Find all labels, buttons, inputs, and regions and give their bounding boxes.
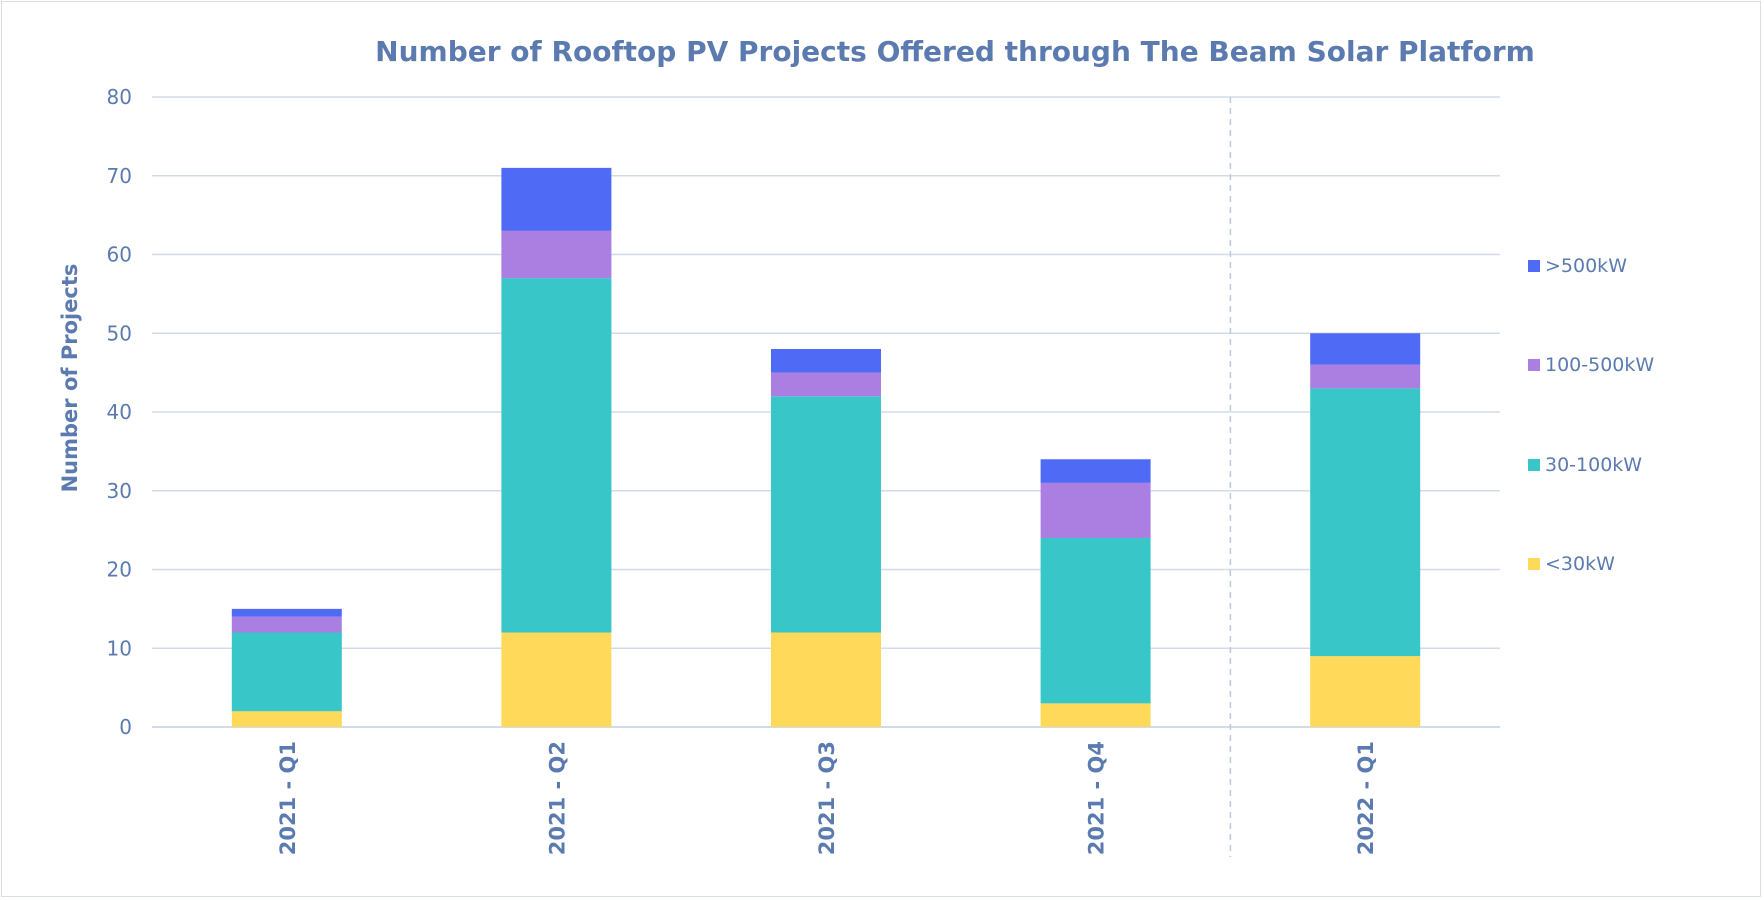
bar-segment-2-2 — [501, 278, 612, 633]
x-tick-label: 2022 - Q1 — [1354, 741, 1378, 855]
legend-label: >500kW — [1545, 255, 1627, 277]
x-axis-ticks: 2021 - Q1 2021 - Q2 2021 - Q3 2021 - Q4 2022… — [276, 741, 1378, 855]
y-tick-label: 80 — [107, 85, 132, 109]
y-tick-label: 40 — [107, 400, 132, 424]
legend-swatch — [1528, 260, 1540, 272]
y-tick-label: 70 — [107, 164, 132, 188]
bar-segment-4-1 — [1040, 703, 1151, 727]
legend-swatch — [1528, 459, 1540, 471]
bar-segment-4-4 — [1040, 459, 1151, 483]
bar-segment-2-4 — [501, 167, 612, 231]
bar-segment-1-3 — [231, 616, 342, 633]
y-tick-label: 50 — [107, 321, 132, 345]
y-tick-label: 20 — [107, 558, 132, 582]
bar-segment-3-4 — [771, 349, 881, 373]
x-tick-label: 2021 - Q4 — [1085, 741, 1109, 855]
bar-segment-5-2 — [1310, 388, 1421, 657]
y-tick-label: 30 — [107, 479, 132, 503]
y-tick-label: 60 — [107, 243, 132, 267]
bar-segment-1-4 — [231, 608, 342, 617]
legend-label: <30kW — [1545, 553, 1615, 575]
bar-segment-1-2 — [231, 632, 342, 712]
bar-segment-2-3 — [501, 230, 612, 279]
bar-segment-2-1 — [501, 632, 612, 727]
bar-segment-5-1 — [1310, 656, 1421, 727]
bar-segment-3-2 — [771, 396, 881, 633]
bar-segment-5-3 — [1310, 364, 1421, 389]
bar-segment-5-4 — [1310, 333, 1421, 365]
bar-segment-3-1 — [771, 632, 881, 727]
bar-segment-4-3 — [1040, 482, 1151, 538]
bar-segment-3-3 — [771, 372, 881, 397]
bar-segment-4-2 — [1040, 538, 1151, 704]
legend-label: 30-100kW — [1545, 454, 1642, 476]
bars — [231, 167, 1421, 727]
bar-segment-1-1 — [231, 711, 342, 727]
x-tick-label: 2021 - Q1 — [276, 741, 300, 855]
y-axis-label: Number of Projects — [58, 264, 82, 493]
y-tick-label: 0 — [119, 715, 132, 739]
legend: >500kW 100-500kW 30-100kW <30kW — [1528, 255, 1654, 575]
x-tick-label: 2021 - Q2 — [545, 741, 569, 855]
x-tick-label: 2021 - Q3 — [815, 741, 839, 855]
chart-title: Number of Rooftop PV Projects Offered th… — [375, 35, 1535, 68]
legend-swatch — [1528, 558, 1540, 570]
legend-label: 100-500kW — [1545, 354, 1654, 376]
y-tick-label: 10 — [107, 636, 132, 660]
y-axis-ticks: 0 10 20 30 40 50 60 70 80 — [107, 85, 132, 739]
legend-swatch — [1528, 359, 1540, 371]
